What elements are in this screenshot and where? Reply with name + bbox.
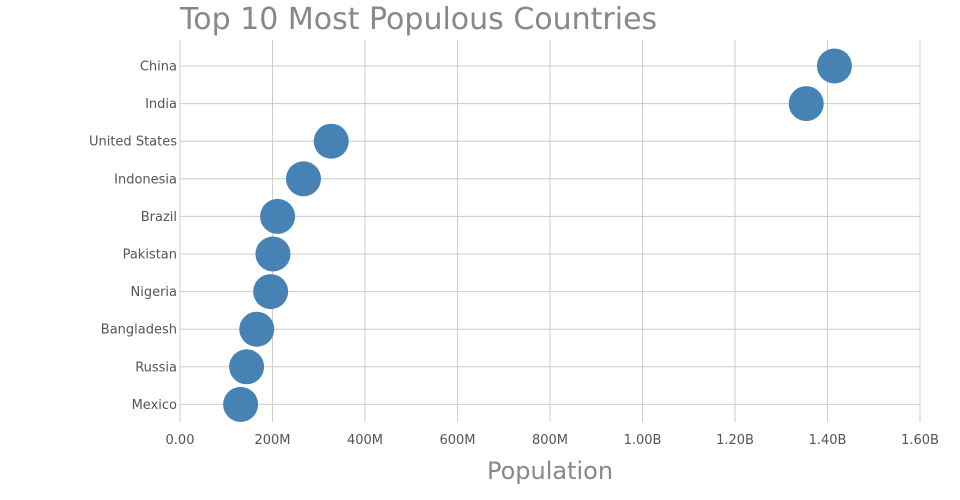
y-axis-tick-labels: China India United States Indonesia Brazil Pa… <box>89 60 177 413</box>
x-tick-label: 0.00 <box>166 433 195 448</box>
data-point <box>239 311 275 347</box>
data-point <box>816 48 852 84</box>
x-tick-label: 200M <box>254 433 290 448</box>
y-tick-label: United States <box>89 135 177 150</box>
data-point <box>260 198 296 234</box>
x-tick-label: 800M <box>532 433 568 448</box>
chart-title: Top 10 Most Populous Countries <box>179 2 657 37</box>
y-tick-label: Indonesia <box>114 172 177 187</box>
grid-lines <box>179 40 921 422</box>
data-points <box>223 48 852 422</box>
y-tick-label: Mexico <box>132 398 177 413</box>
y-tick-label: China <box>140 60 177 75</box>
data-point <box>255 236 291 272</box>
data-point <box>313 123 349 159</box>
x-axis-tick-labels: 0.00 200M 400M 600M 800M 1.00B 1.20B 1.40B 1.60B <box>166 433 939 448</box>
x-tick-label: 600M <box>439 433 475 448</box>
data-point <box>223 386 259 422</box>
x-tick-label: 1.40B <box>809 433 847 448</box>
data-point <box>788 86 824 122</box>
y-tick-label: Nigeria <box>130 285 177 300</box>
y-tick-label: Bangladesh <box>101 323 177 338</box>
x-tick-label: 1.20B <box>716 433 754 448</box>
x-tick-label: 400M <box>347 433 383 448</box>
y-tick-label: Pakistan <box>123 248 177 263</box>
x-tick-label: 1.60B <box>901 433 939 448</box>
y-tick-label: Brazil <box>141 210 177 225</box>
data-point <box>285 161 321 197</box>
y-tick-label: India <box>145 97 177 112</box>
data-point <box>229 349 265 385</box>
data-point <box>253 274 289 310</box>
y-tick-label: Russia <box>135 360 177 375</box>
x-tick-label: 1.00B <box>624 433 662 448</box>
x-axis-title: Population <box>487 457 613 485</box>
